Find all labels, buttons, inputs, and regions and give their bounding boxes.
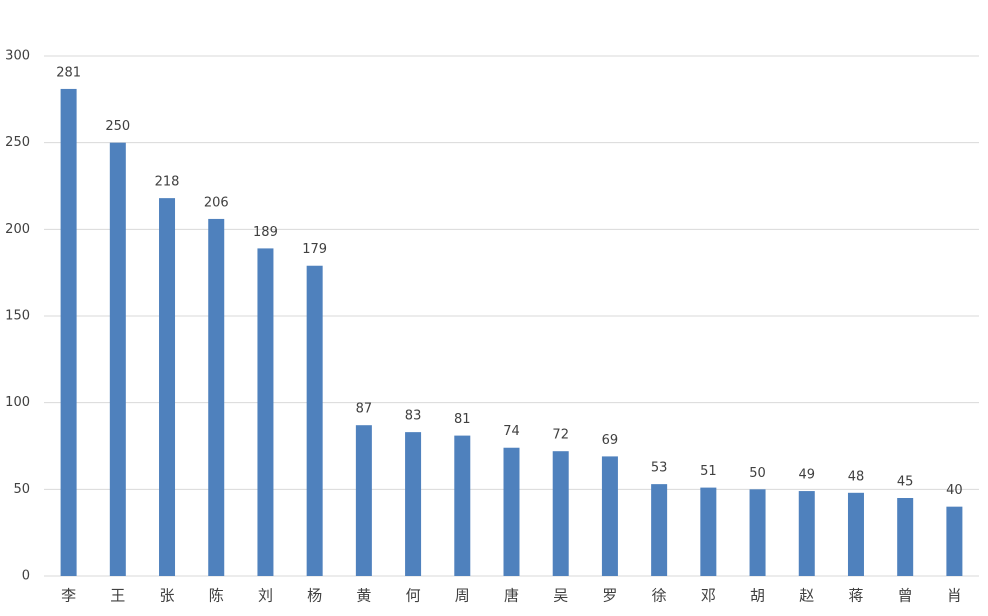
bar xyxy=(405,432,422,576)
bar xyxy=(897,498,914,576)
x-tick-label: 徐 xyxy=(652,587,667,605)
x-tick-label: 黄 xyxy=(356,587,371,605)
bar xyxy=(208,218,225,576)
data-label: 81 xyxy=(454,412,471,427)
y-tick-label: 200 xyxy=(5,222,30,237)
y-tick-label: 300 xyxy=(5,49,30,64)
data-label: 87 xyxy=(356,402,373,417)
data-label: 189 xyxy=(253,225,278,240)
x-tick-label: 何 xyxy=(406,587,421,605)
data-label: 40 xyxy=(946,483,963,498)
x-tick-label: 曾 xyxy=(898,587,913,605)
bar xyxy=(651,484,668,576)
data-label: 69 xyxy=(602,433,619,448)
y-tick-label: 150 xyxy=(5,309,30,324)
x-tick-label: 邓 xyxy=(701,587,716,605)
data-label: 50 xyxy=(749,466,766,481)
bar xyxy=(109,142,126,576)
bar xyxy=(159,198,176,576)
data-label: 179 xyxy=(302,242,327,257)
data-label: 83 xyxy=(405,409,422,424)
x-tick-label: 李 xyxy=(61,587,76,605)
bar xyxy=(601,456,618,576)
x-tick-label: 杨 xyxy=(307,587,322,605)
x-tick-label: 吴 xyxy=(553,587,568,605)
data-label: 53 xyxy=(651,461,668,476)
bar xyxy=(454,435,471,576)
y-tick-label: 0 xyxy=(22,569,30,584)
y-tick-label: 100 xyxy=(5,395,30,410)
x-tick-label: 蒋 xyxy=(848,587,863,605)
x-tick-label: 刘 xyxy=(258,587,273,605)
x-tick-label: 唐 xyxy=(504,587,519,605)
bar xyxy=(847,492,864,576)
data-label: 48 xyxy=(848,469,865,484)
x-tick-label: 王 xyxy=(110,587,125,605)
x-tick-label: 胡 xyxy=(750,587,765,605)
bar xyxy=(503,447,520,576)
bar xyxy=(552,451,569,576)
x-tick-label: 周 xyxy=(455,587,470,605)
bar xyxy=(749,489,766,576)
bar xyxy=(355,425,372,576)
x-tick-label: 赵 xyxy=(799,587,814,605)
data-label: 45 xyxy=(897,475,914,490)
x-tick-label: 罗 xyxy=(602,587,617,605)
data-label: 218 xyxy=(155,175,180,190)
data-label: 206 xyxy=(204,195,229,210)
x-tick-label: 张 xyxy=(160,587,175,605)
bar xyxy=(798,491,815,576)
data-label: 250 xyxy=(105,119,130,134)
y-tick-label: 50 xyxy=(13,482,30,497)
bar xyxy=(700,487,717,576)
data-label: 51 xyxy=(700,464,717,479)
bar xyxy=(306,265,323,576)
y-tick-label: 250 xyxy=(5,135,30,150)
x-tick-label: 陈 xyxy=(209,587,224,605)
x-tick-label: 肖 xyxy=(947,587,962,605)
bar xyxy=(946,506,963,576)
data-label: 49 xyxy=(798,468,815,483)
bar xyxy=(257,248,274,576)
bar xyxy=(60,88,77,576)
data-label: 72 xyxy=(552,428,569,443)
data-label: 74 xyxy=(503,424,520,439)
data-label: 281 xyxy=(56,65,81,80)
